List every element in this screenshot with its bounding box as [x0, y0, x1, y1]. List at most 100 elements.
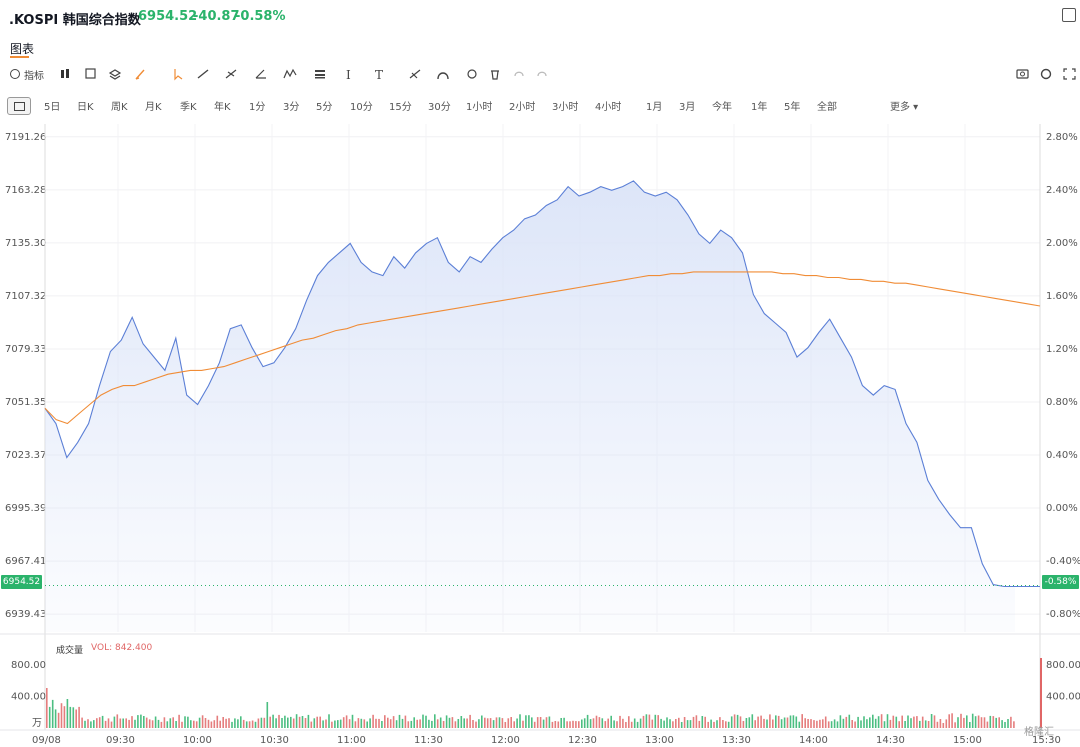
volume-bar	[813, 720, 815, 728]
volume-bar	[281, 718, 283, 728]
interval-16[interactable]: 1月	[646, 102, 663, 113]
volume-bar	[369, 718, 371, 728]
rectangle-icon[interactable]	[85, 68, 96, 79]
volume-bar	[548, 716, 551, 728]
camera-icon[interactable]	[1016, 69, 1029, 79]
interval-19[interactable]: 1年	[751, 102, 768, 113]
volume-bar	[533, 721, 536, 728]
fib-tool-icon[interactable]	[225, 69, 237, 79]
y-tick-right-0: 2.80%	[1046, 132, 1078, 143]
text-tool-icon[interactable]: T	[375, 68, 383, 82]
volume-bar	[354, 721, 357, 728]
interval-1[interactable]: 日K	[77, 102, 94, 113]
x-tick-2: 10:00	[183, 735, 212, 746]
interval-22[interactable]: 更多 ▾	[890, 102, 919, 113]
volume-bar	[104, 720, 107, 728]
fullscreen-icon[interactable]	[1062, 8, 1076, 22]
brush-icon[interactable]	[135, 69, 145, 80]
trash-icon[interactable]	[491, 70, 499, 80]
interval-21[interactable]: 全部	[817, 102, 837, 113]
volume-bar	[766, 719, 768, 728]
angle-tool-icon[interactable]	[255, 69, 266, 79]
interval-0[interactable]: 5日	[44, 102, 61, 113]
volume-bar	[522, 720, 524, 728]
volume-bar	[930, 714, 933, 728]
gear-icon[interactable]	[1040, 68, 1052, 80]
volume-bar	[860, 720, 862, 728]
volume-bar	[504, 722, 507, 728]
volume-bar	[266, 702, 269, 728]
layers-icon[interactable]	[108, 69, 122, 80]
kline-icon	[14, 102, 25, 111]
interval-13[interactable]: 2小时	[509, 102, 536, 113]
interval-14[interactable]: 3小时	[552, 102, 579, 113]
volume-bar	[395, 720, 398, 728]
magnet-icon[interactable]	[437, 72, 449, 80]
average-line	[44, 271, 1041, 425]
expand-icon[interactable]	[1063, 68, 1076, 80]
interval-7[interactable]: 3分	[283, 102, 300, 113]
volume-bar	[234, 718, 236, 728]
interval-3[interactable]: 月K	[145, 102, 162, 113]
interval-20[interactable]: 5年	[784, 102, 801, 113]
volume-bar	[554, 721, 557, 728]
y-tick-left-9: 6939.43	[5, 609, 46, 620]
measure-icon[interactable]	[409, 69, 421, 79]
cursor-icon[interactable]	[174, 69, 183, 81]
volume-bar	[742, 721, 745, 728]
interval-17[interactable]: 3月	[679, 102, 696, 113]
interval-12[interactable]: 1小时	[466, 102, 493, 113]
eye-icon[interactable]	[467, 69, 477, 79]
cursor-text-icon[interactable]: I	[346, 68, 351, 82]
interval-6[interactable]: 1分	[249, 102, 266, 113]
interval-11[interactable]: 30分	[428, 102, 451, 113]
volume-bar	[178, 714, 180, 728]
kline-type-button[interactable]	[7, 97, 31, 115]
volume-bar	[942, 723, 945, 728]
volume-bar	[75, 709, 77, 728]
volume-bar	[775, 715, 777, 728]
volume-bar	[87, 719, 89, 728]
text-lines-icon[interactable]	[315, 70, 325, 79]
volume-bar	[716, 720, 718, 728]
interval-4[interactable]: 季K	[180, 102, 197, 113]
interval-15[interactable]: 4小时	[595, 102, 622, 113]
line-tool-icon[interactable]	[197, 69, 209, 79]
undo-icon[interactable]	[514, 71, 524, 77]
volume-bar	[892, 715, 895, 728]
volume-bar	[436, 719, 439, 728]
volume-bar	[863, 716, 865, 728]
volume-bar	[216, 715, 219, 728]
volume-bar	[539, 717, 542, 728]
volume-bar	[210, 721, 213, 728]
redo-icon[interactable]	[537, 71, 547, 77]
interval-18[interactable]: 今年	[712, 102, 732, 113]
pattern-tool-icon[interactable]	[283, 68, 297, 79]
volume-bar	[1001, 720, 1003, 728]
x-tick-9: 13:30	[722, 735, 751, 746]
tab-chart[interactable]: 图表	[10, 42, 35, 56]
vol-tick-left-1: 400.00	[11, 691, 46, 702]
interval-10[interactable]: 15分	[389, 102, 412, 113]
volume-bar	[248, 721, 251, 728]
indicators-button[interactable]: 指标	[10, 66, 44, 82]
candles-icon[interactable]	[61, 69, 69, 78]
volume-bar	[422, 714, 424, 728]
volume-bar	[360, 718, 363, 728]
volume-bar	[804, 718, 806, 728]
interval-5[interactable]: 年K	[214, 102, 231, 113]
volume-bar	[169, 718, 172, 728]
interval-8[interactable]: 5分	[316, 102, 333, 113]
volume-bar	[695, 715, 698, 728]
price-line[interactable]	[44, 180, 1040, 588]
volume-bar	[786, 717, 789, 728]
volume-bar	[807, 719, 809, 728]
interval-9[interactable]: 10分	[350, 102, 373, 113]
volume-bar	[516, 718, 518, 728]
volume-bar	[789, 715, 792, 728]
interval-2[interactable]: 周K	[111, 102, 128, 113]
volume-bar	[819, 719, 821, 728]
last-pct-tag: -0.58%	[1042, 575, 1079, 589]
volume-bar	[460, 716, 463, 728]
